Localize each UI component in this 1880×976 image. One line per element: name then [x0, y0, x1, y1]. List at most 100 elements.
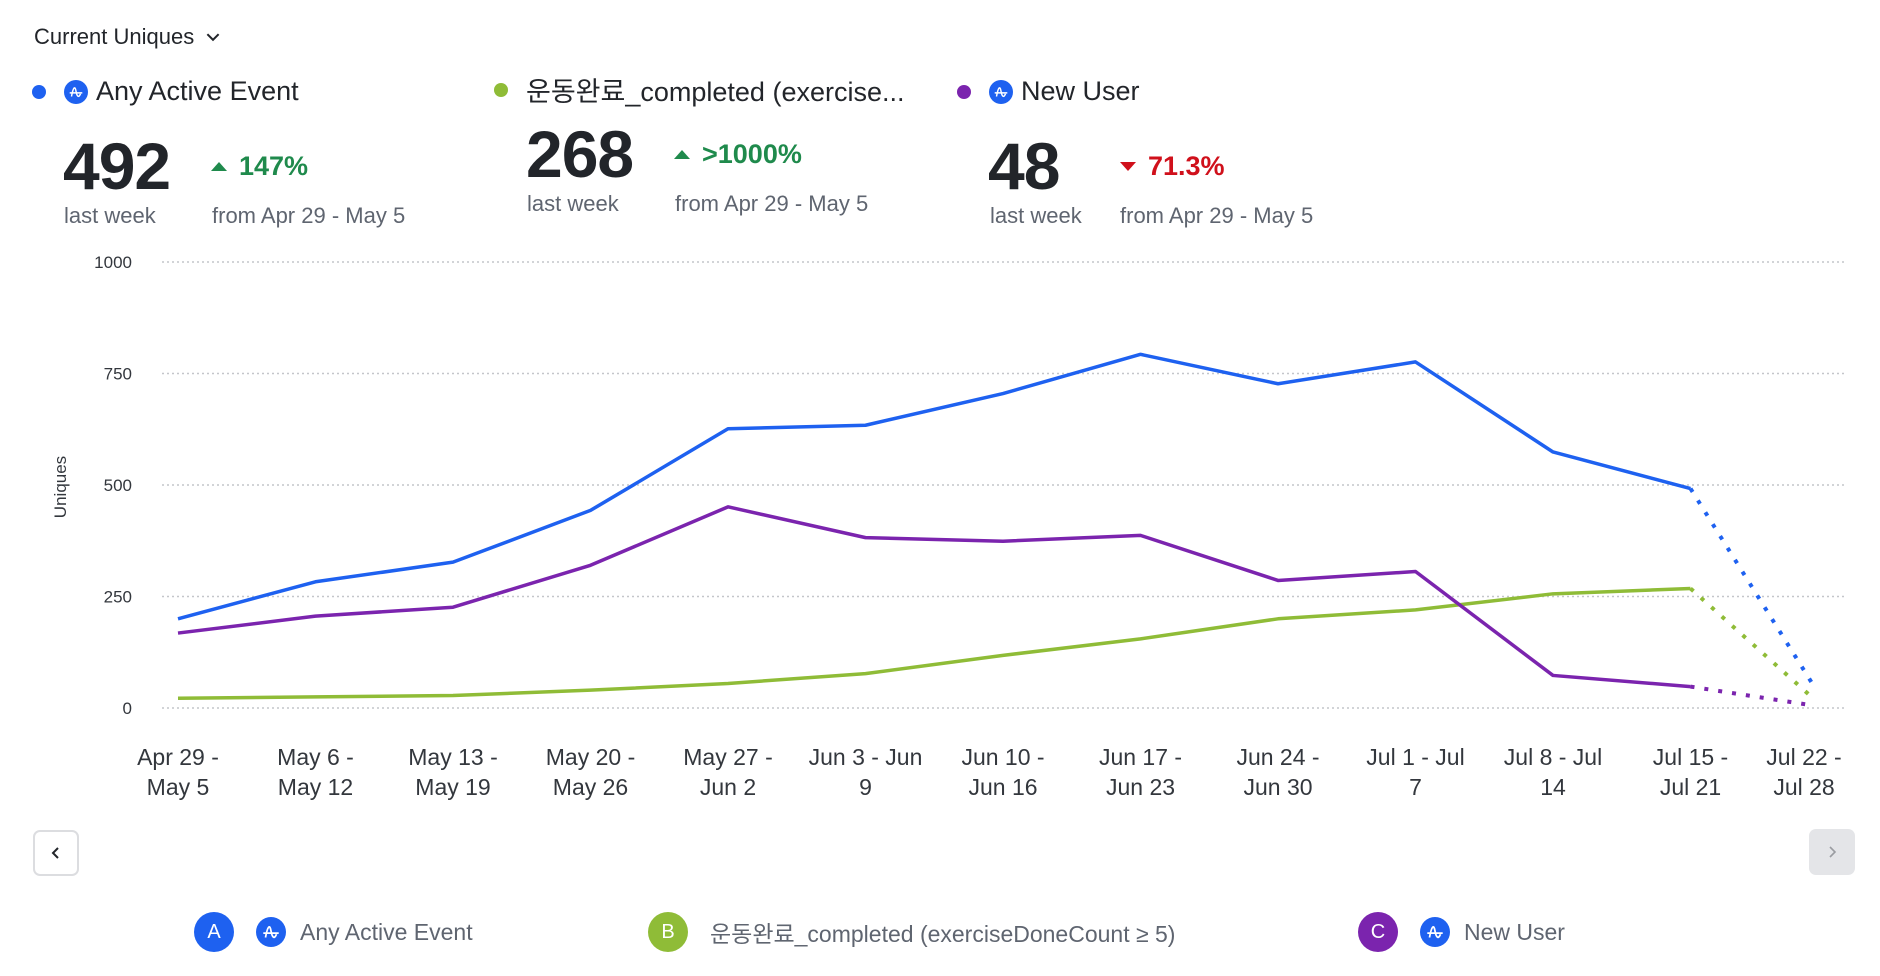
data-point-a[interactable] [859, 418, 873, 432]
next-page-button[interactable] [1809, 829, 1855, 875]
legend-label: Any Active Event [300, 918, 473, 945]
data-point-b[interactable] [1271, 612, 1285, 626]
data-point-b[interactable] [1134, 632, 1148, 646]
data-point-a[interactable] [1134, 347, 1148, 361]
data-point-b[interactable] [1546, 587, 1560, 601]
series-name: New User [1021, 76, 1140, 106]
legend-item-a[interactable]: A Any Active Event [194, 912, 473, 952]
series-line-b [177, 586, 1691, 700]
delta-value: >1000% [702, 139, 802, 169]
y-tick-label: 250 [104, 588, 132, 607]
data-point-c[interactable] [446, 600, 460, 614]
trend-up-icon [211, 162, 227, 171]
data-point-a[interactable] [1546, 445, 1560, 459]
series-letter-badge: B [648, 912, 688, 952]
data-point-c[interactable] [996, 534, 1010, 548]
series-incomplete-segment-c [1690, 684, 1816, 708]
data-point-a[interactable] [171, 612, 185, 626]
x-tick-label: Jun 3 - Jun 9 [809, 744, 923, 800]
delta-value: 71.3% [1148, 151, 1225, 181]
data-point-b[interactable] [1409, 603, 1423, 617]
y-tick-label: 0 [123, 699, 132, 718]
data-point-a[interactable] [584, 503, 598, 517]
data-point-a[interactable] [1808, 681, 1822, 695]
data-point-a[interactable] [1684, 482, 1698, 496]
series-c-value: 48 [988, 129, 1060, 203]
data-point-b[interactable] [859, 667, 873, 681]
series-name: Any Active Event [96, 76, 299, 106]
chevron-right-icon [1829, 846, 1837, 858]
data-point-b[interactable] [1684, 581, 1698, 595]
amplitude-event-icon [989, 79, 1013, 104]
data-point-a[interactable] [1409, 355, 1423, 369]
data-point-b[interactable] [171, 691, 185, 705]
metric-selector-label: Current Uniques [34, 24, 195, 49]
x-tick-label: May 20 -May 26 [546, 744, 635, 800]
data-point-c[interactable] [1546, 668, 1560, 682]
data-point-c[interactable] [1134, 528, 1148, 542]
chevron-left-icon [51, 847, 59, 859]
data-point-a[interactable] [721, 422, 735, 436]
series-c-period: last week [990, 203, 1082, 228]
series-b-comparison: from Apr 29 - May 5 [675, 191, 869, 216]
series-a-delta: 147% [211, 151, 308, 182]
y-tick-label: 500 [104, 476, 132, 495]
data-point-b[interactable] [584, 683, 598, 697]
y-axis-label: Uniques [51, 456, 70, 518]
series-letter-badge: C [1358, 912, 1398, 952]
series-line-c [177, 505, 1691, 689]
legend-item-b[interactable]: B 운동완료_completed (exerciseDoneCount ≥ 5) [648, 912, 1175, 952]
line-chart: 0 250 500 750 1000 Uniques Apr 29 -May 5 May … [51, 253, 1845, 800]
trend-up-icon [674, 150, 690, 159]
amplitude-event-icon [256, 917, 286, 947]
x-tick-label: Jun 10 -Jun 16 [961, 744, 1044, 800]
legend-label: 운동완료_completed (exerciseDoneCount ≥ 5) [710, 921, 1176, 947]
series-color-dot [957, 84, 971, 99]
grid-lines [162, 261, 1845, 709]
amplitude-event-icon [1420, 917, 1450, 947]
x-tick-label: May 13 -May 19 [408, 744, 497, 800]
previous-page-button[interactable] [33, 830, 79, 876]
legend-item-c[interactable]: C New User [1358, 912, 1565, 952]
data-point-c[interactable] [1684, 680, 1698, 694]
x-tick-label: Jul 1 - Jul 7 [1366, 744, 1464, 800]
data-point-a[interactable] [996, 387, 1010, 401]
metric-selector-dropdown[interactable]: Current Uniques [34, 24, 222, 50]
data-point-c[interactable] [1271, 573, 1285, 587]
series-b-delta: >1000% [674, 139, 802, 170]
data-point-b[interactable] [721, 676, 735, 690]
x-tick-label: May 27 -Jun 2 [683, 744, 772, 800]
data-point-c[interactable] [1808, 699, 1822, 713]
data-point-a[interactable] [446, 555, 460, 569]
x-tick-label: Jun 17 -Jun 23 [1099, 744, 1182, 800]
series-incomplete-segment-a [1688, 487, 1817, 689]
x-tick-label: Apr 29 -May 5 [137, 744, 219, 800]
series-a-value: 492 [63, 129, 171, 203]
y-tick-label: 1000 [94, 253, 132, 272]
y-tick-label: 750 [104, 365, 132, 384]
amplitude-event-icon [64, 79, 88, 104]
data-point-a[interactable] [1271, 377, 1285, 391]
chevron-down-icon [206, 33, 220, 42]
data-point-c[interactable] [721, 500, 735, 514]
x-tick-label: May 6 -May 12 [277, 744, 354, 800]
delta-value: 147% [239, 151, 309, 181]
series-b-period: last week [527, 191, 619, 216]
series-summary-header-c: New User [957, 76, 1140, 107]
data-point-a[interactable] [309, 575, 323, 589]
series-color-dot [494, 82, 508, 97]
legend-label: New User [1464, 918, 1565, 945]
series-a-comparison: from Apr 29 - May 5 [212, 203, 406, 228]
data-point-c[interactable] [859, 531, 873, 545]
data-point-c[interactable] [584, 558, 598, 572]
data-point-c[interactable] [1409, 565, 1423, 579]
series-name: 운동완료_completed (exercise... [526, 77, 905, 107]
series-incomplete-segment-b [1689, 586, 1817, 702]
data-point-b[interactable] [446, 689, 460, 703]
series-c-delta: 71.3% [1120, 151, 1225, 182]
data-point-c[interactable] [309, 609, 323, 623]
series-lines [171, 347, 1822, 713]
data-point-b[interactable] [996, 648, 1010, 662]
data-point-c[interactable] [171, 626, 185, 640]
data-point-b[interactable] [309, 690, 323, 704]
